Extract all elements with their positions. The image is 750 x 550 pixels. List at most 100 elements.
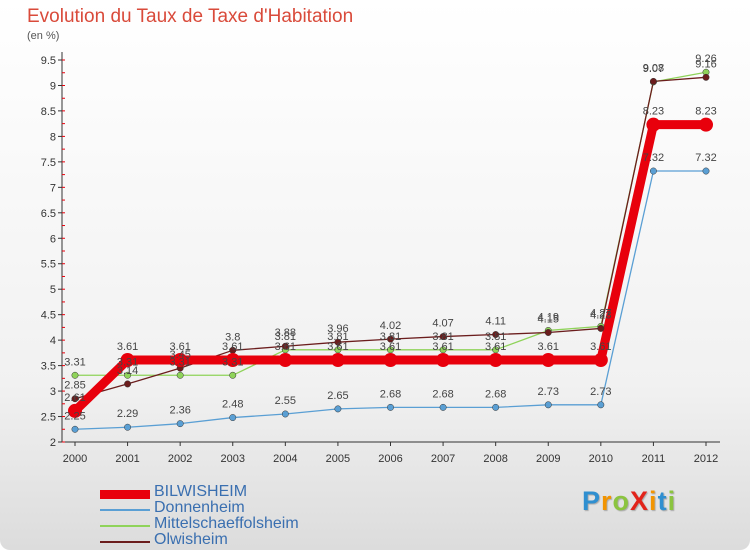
data-label-donnenheim: 2.25 bbox=[64, 410, 85, 422]
chart-subtitle: (en %) bbox=[27, 30, 60, 42]
data-point-donnenheim bbox=[71, 425, 79, 433]
x-tick-label: 2007 bbox=[431, 453, 455, 465]
x-tick-label: 2008 bbox=[483, 453, 507, 465]
data-point-mittelschaeffolsheim bbox=[71, 371, 79, 379]
data-label-mittelschaeffolsheim: 3.31 bbox=[64, 356, 85, 368]
y-tick-label: 5.5 bbox=[41, 259, 56, 271]
y-tick-label: 5 bbox=[50, 284, 56, 296]
data-label-bilwisheim: 3.61 bbox=[590, 341, 611, 353]
data-point-donnenheim bbox=[544, 401, 552, 409]
data-point-bilwisheim bbox=[173, 352, 188, 367]
data-point-olwisheim bbox=[334, 338, 342, 346]
data-label-donnenheim: 2.68 bbox=[432, 388, 453, 400]
data-point-bilwisheim bbox=[278, 352, 293, 367]
data-label-olwisheim: 4.02 bbox=[380, 320, 401, 332]
y-tick-label: 3.5 bbox=[41, 361, 56, 373]
data-point-olwisheim bbox=[649, 77, 657, 85]
data-label-donnenheim: 2.68 bbox=[485, 388, 506, 400]
logo-letter: i bbox=[649, 486, 658, 516]
data-label-donnenheim: 2.29 bbox=[117, 408, 138, 420]
data-label-olwisheim: 3.45 bbox=[169, 349, 190, 361]
legend-label-olwisheim: Olwisheim bbox=[154, 531, 228, 548]
x-tick-label: 2004 bbox=[273, 453, 297, 465]
chart-title: Evolution du Taux de Taxe d'Habitation bbox=[27, 6, 354, 27]
data-label-bilwisheim: 3.61 bbox=[538, 341, 559, 353]
data-point-olwisheim bbox=[439, 333, 447, 341]
y-tick-label: 8.5 bbox=[41, 106, 56, 118]
x-tick-label: 2002 bbox=[168, 453, 192, 465]
data-label-mittelschaeffolsheim: 3.81 bbox=[275, 331, 296, 343]
data-label-bilwisheim: 3.61 bbox=[117, 341, 138, 353]
logo-letter: X bbox=[630, 486, 650, 516]
data-label-olwisheim: 3.14 bbox=[117, 365, 138, 377]
data-point-olwisheim bbox=[281, 342, 289, 350]
x-tick-label: 2011 bbox=[642, 453, 666, 465]
data-label-mittelschaeffolsheim: 3.31 bbox=[117, 356, 138, 368]
data-point-donnenheim bbox=[387, 403, 394, 411]
data-point-mittelschaeffolsheim bbox=[176, 371, 184, 379]
data-point-mittelschaeffolsheim bbox=[229, 371, 237, 379]
data-label-bilwisheim: 3.61 bbox=[275, 341, 296, 353]
data-label-mittelschaeffolsheim: 9.26 bbox=[695, 53, 716, 65]
y-tick-label: 9 bbox=[50, 80, 56, 92]
y-tick-label: 7 bbox=[50, 182, 56, 194]
data-label-mittelschaeffolsheim: 4.19 bbox=[538, 311, 559, 323]
data-point-bilwisheim bbox=[330, 352, 345, 367]
data-label-bilwisheim: 3.61 bbox=[169, 341, 190, 353]
data-label-mittelschaeffolsheim: 3.81 bbox=[327, 331, 348, 343]
data-label-mittelschaeffolsheim: 3.81 bbox=[380, 331, 401, 343]
data-point-donnenheim bbox=[649, 167, 657, 175]
x-tick-label: 2006 bbox=[378, 453, 402, 465]
data-label-olwisheim: 4.07 bbox=[432, 318, 453, 330]
data-point-bilwisheim bbox=[225, 352, 240, 367]
data-label-olwisheim: 4.23 bbox=[590, 309, 611, 321]
data-point-donnenheim bbox=[702, 167, 710, 175]
y-tick-label: 8 bbox=[50, 131, 56, 143]
data-label-donnenheim: 2.65 bbox=[327, 390, 348, 402]
y-tick-label: 6 bbox=[50, 233, 56, 245]
logo-letter: r bbox=[601, 486, 613, 516]
data-label-bilwisheim: 3.61 bbox=[327, 341, 348, 353]
data-point-bilwisheim bbox=[541, 352, 556, 367]
data-label-bilwisheim: 2.61 bbox=[64, 392, 85, 404]
legend-swatch-olwisheim bbox=[100, 541, 150, 543]
x-tick-label: 2009 bbox=[536, 453, 560, 465]
data-label-olwisheim: 4.15 bbox=[538, 313, 559, 325]
data-point-olwisheim bbox=[597, 324, 605, 332]
data-point-donnenheim bbox=[439, 403, 447, 411]
data-point-bilwisheim bbox=[488, 352, 503, 367]
data-point-olwisheim bbox=[702, 73, 710, 81]
data-label-donnenheim: 7.32 bbox=[695, 152, 716, 164]
data-label-mittelschaeffolsheim: 3.31 bbox=[222, 356, 243, 368]
data-point-donnenheim bbox=[281, 410, 289, 418]
x-tick-label: 2012 bbox=[694, 453, 718, 465]
data-label-olwisheim: 2.85 bbox=[64, 380, 85, 392]
legend-swatch-bilwisheim bbox=[100, 490, 150, 499]
data-point-olwisheim bbox=[124, 380, 132, 388]
y-tick-label: 2 bbox=[50, 437, 56, 449]
data-point-donnenheim bbox=[334, 405, 342, 413]
data-label-bilwisheim: 3.61 bbox=[485, 341, 506, 353]
data-label-mittelschaeffolsheim: 4.27 bbox=[590, 307, 611, 319]
data-label-mittelschaeffolsheim: 3.81 bbox=[432, 331, 453, 343]
legend-label-bilwisheim: BILWISHEIM bbox=[154, 483, 248, 500]
data-label-mittelschaeffolsheim: 9.07 bbox=[643, 63, 664, 75]
data-point-donnenheim bbox=[492, 403, 500, 411]
y-tick-label: 3 bbox=[50, 386, 56, 398]
logo-letter: i bbox=[667, 486, 677, 516]
y-tick-label: 2.5 bbox=[41, 412, 56, 424]
x-tick-label: 2000 bbox=[63, 453, 87, 465]
legend-swatch-mittelschaeffolsheim bbox=[100, 525, 150, 527]
legend-label-donnenheim: Donnenheim bbox=[154, 499, 245, 516]
data-point-olwisheim bbox=[71, 395, 79, 403]
x-tick-label: 2003 bbox=[221, 453, 245, 465]
data-label-olwisheim: 3.8 bbox=[225, 331, 240, 343]
data-point-donnenheim bbox=[597, 401, 605, 409]
data-point-bilwisheim bbox=[68, 403, 82, 418]
data-label-mittelschaeffolsheim: 3.81 bbox=[485, 331, 506, 343]
data-label-bilwisheim: 8.23 bbox=[643, 106, 664, 118]
y-tick-label: 6.5 bbox=[41, 208, 56, 220]
data-point-bilwisheim bbox=[383, 352, 398, 367]
